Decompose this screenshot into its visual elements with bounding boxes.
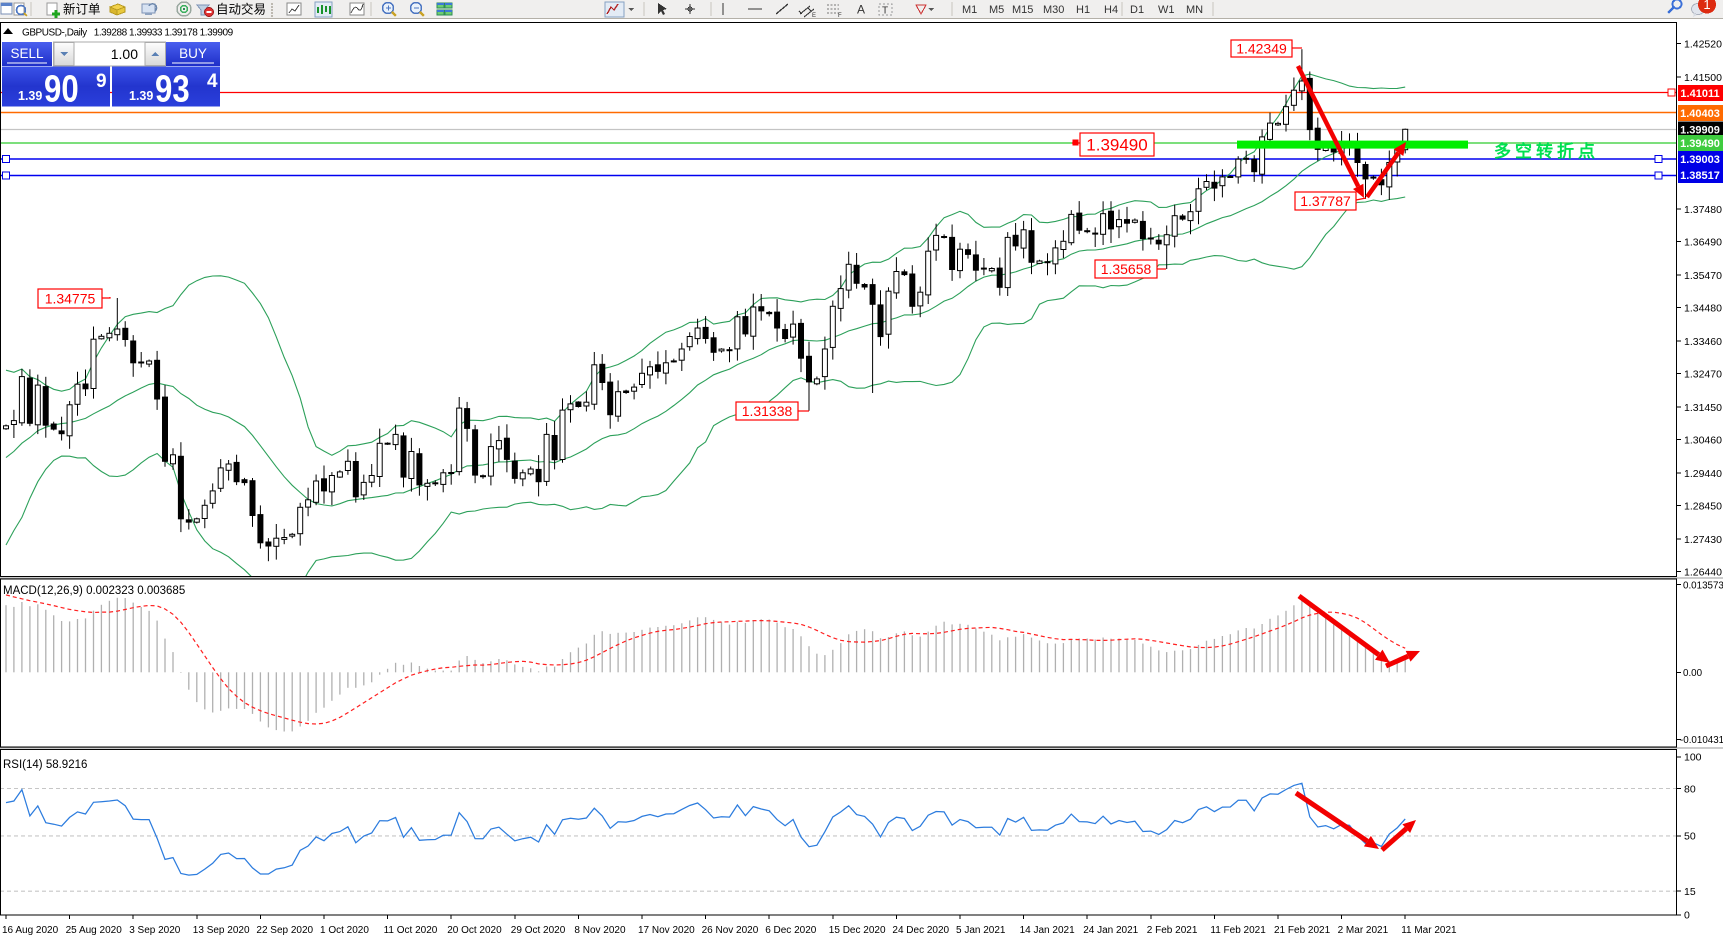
- svg-text:11 Feb 2021: 11 Feb 2021: [1210, 925, 1266, 936]
- svg-text:1.34775: 1.34775: [45, 291, 96, 307]
- svg-text:RSI(14) 58.9216: RSI(14) 58.9216: [3, 759, 87, 771]
- svg-text:1.26440: 1.26440: [1684, 567, 1722, 579]
- svg-text:26 Nov 2020: 26 Nov 2020: [702, 925, 759, 936]
- svg-text:1.37787: 1.37787: [1300, 193, 1351, 209]
- svg-text:SELL: SELL: [10, 46, 44, 61]
- svg-text:H4: H4: [1104, 4, 1118, 16]
- svg-text:1.31450: 1.31450: [1684, 402, 1722, 414]
- svg-text:1.35658: 1.35658: [1101, 261, 1152, 277]
- svg-text:新订单: 新订单: [63, 2, 101, 17]
- svg-text:MACD(12,26,9) 0.002323 0.00368: MACD(12,26,9) 0.002323 0.003685: [3, 585, 185, 597]
- svg-text:1.39003: 1.39003: [1680, 154, 1720, 166]
- svg-text:0.00: 0.00: [1683, 668, 1703, 679]
- svg-text:0: 0: [1684, 910, 1690, 922]
- svg-text:15: 15: [1684, 886, 1696, 898]
- svg-text:100: 100: [1684, 752, 1702, 764]
- svg-text:25 Aug 2020: 25 Aug 2020: [66, 925, 123, 936]
- svg-text:1.31338: 1.31338: [742, 403, 793, 419]
- svg-text:50: 50: [1684, 831, 1696, 843]
- svg-text:H1: H1: [1076, 4, 1090, 16]
- svg-text:17 Nov 2020: 17 Nov 2020: [638, 925, 695, 936]
- svg-text:15 Dec 2020: 15 Dec 2020: [829, 925, 886, 936]
- svg-text:1: 1: [1703, 0, 1710, 12]
- svg-text:1.27430: 1.27430: [1684, 534, 1722, 546]
- svg-text:5 Jan 2021: 5 Jan 2021: [956, 925, 1006, 936]
- svg-text:80: 80: [1684, 783, 1696, 795]
- svg-text:W1: W1: [1158, 4, 1175, 16]
- svg-text:1.41500: 1.41500: [1684, 72, 1722, 84]
- svg-text:1.41011: 1.41011: [1680, 88, 1719, 100]
- svg-text:29 Oct 2020: 29 Oct 2020: [511, 925, 566, 936]
- svg-text:F: F: [838, 13, 842, 19]
- svg-text:1.00: 1.00: [111, 46, 138, 62]
- svg-text:-0.010431: -0.010431: [1680, 735, 1723, 746]
- svg-text:M5: M5: [989, 4, 1004, 16]
- svg-text:13 Sep 2020: 13 Sep 2020: [193, 925, 250, 936]
- svg-text:T: T: [882, 6, 888, 17]
- svg-text:21 Feb 2021: 21 Feb 2021: [1274, 925, 1331, 936]
- svg-text:11 Oct 2020: 11 Oct 2020: [384, 925, 438, 936]
- svg-text:自动交易: 自动交易: [216, 2, 266, 17]
- svg-text:24 Dec 2020: 24 Dec 2020: [892, 925, 949, 936]
- svg-text:1.33460: 1.33460: [1684, 336, 1722, 348]
- svg-text:22 Sep 2020: 22 Sep 2020: [256, 925, 313, 936]
- svg-text:A: A: [857, 3, 865, 17]
- svg-text:1.42349: 1.42349: [1236, 41, 1287, 57]
- svg-text:1.39909: 1.39909: [1680, 124, 1720, 136]
- svg-text:1.40403: 1.40403: [1680, 108, 1720, 120]
- svg-text:20 Oct 2020: 20 Oct 2020: [447, 925, 502, 936]
- svg-text:1.36490: 1.36490: [1684, 236, 1722, 248]
- svg-text:1.39490: 1.39490: [1086, 136, 1147, 155]
- svg-text:M1: M1: [962, 4, 977, 16]
- svg-text:1.39490: 1.39490: [1680, 138, 1720, 150]
- svg-text:BUY: BUY: [179, 46, 207, 61]
- svg-text:M30: M30: [1043, 4, 1064, 16]
- svg-text:1.29440: 1.29440: [1684, 468, 1722, 480]
- svg-text:8 Nov 2020: 8 Nov 2020: [574, 925, 626, 936]
- svg-text:14 Jan 2021: 14 Jan 2021: [1020, 925, 1075, 936]
- svg-text:4: 4: [207, 71, 218, 92]
- svg-text:11 Mar 2021: 11 Mar 2021: [1401, 925, 1457, 936]
- svg-text:90: 90: [44, 69, 79, 111]
- svg-text:多空转折点: 多空转折点: [1494, 141, 1599, 161]
- svg-text:0.013573: 0.013573: [1683, 580, 1723, 591]
- svg-text:GBPUSD-,Daily 1.39288 1.3993: GBPUSD-,Daily 1.39288 1.39933 1.39178 1.…: [22, 28, 234, 39]
- svg-text:1.35470: 1.35470: [1684, 270, 1722, 282]
- svg-text:1.38517: 1.38517: [1680, 170, 1720, 182]
- svg-text:16 Aug 2020: 16 Aug 2020: [2, 925, 59, 936]
- svg-text:1.32470: 1.32470: [1684, 368, 1722, 380]
- svg-text:9: 9: [96, 71, 107, 92]
- svg-text:3 Sep 2020: 3 Sep 2020: [129, 925, 181, 936]
- svg-text:2 Mar 2021: 2 Mar 2021: [1338, 925, 1389, 936]
- svg-text:1 Oct 2020: 1 Oct 2020: [320, 925, 369, 936]
- svg-text:1.42520: 1.42520: [1684, 38, 1722, 50]
- svg-text:6 Dec 2020: 6 Dec 2020: [765, 925, 817, 936]
- svg-text:2 Feb 2021: 2 Feb 2021: [1147, 925, 1198, 936]
- svg-text:1.39: 1.39: [129, 89, 153, 103]
- svg-text:1.28450: 1.28450: [1684, 500, 1722, 512]
- svg-text:E: E: [812, 13, 816, 19]
- svg-text:1.30460: 1.30460: [1684, 434, 1722, 446]
- svg-text:24 Jan 2021: 24 Jan 2021: [1083, 925, 1138, 936]
- svg-text:1.34480: 1.34480: [1684, 302, 1722, 314]
- svg-text:M15: M15: [1012, 4, 1033, 16]
- svg-text:93: 93: [155, 69, 190, 111]
- svg-text:1.39: 1.39: [18, 89, 42, 103]
- svg-text:MN: MN: [1186, 4, 1203, 16]
- svg-text:1.37480: 1.37480: [1684, 204, 1722, 216]
- svg-text:D1: D1: [1130, 4, 1144, 16]
